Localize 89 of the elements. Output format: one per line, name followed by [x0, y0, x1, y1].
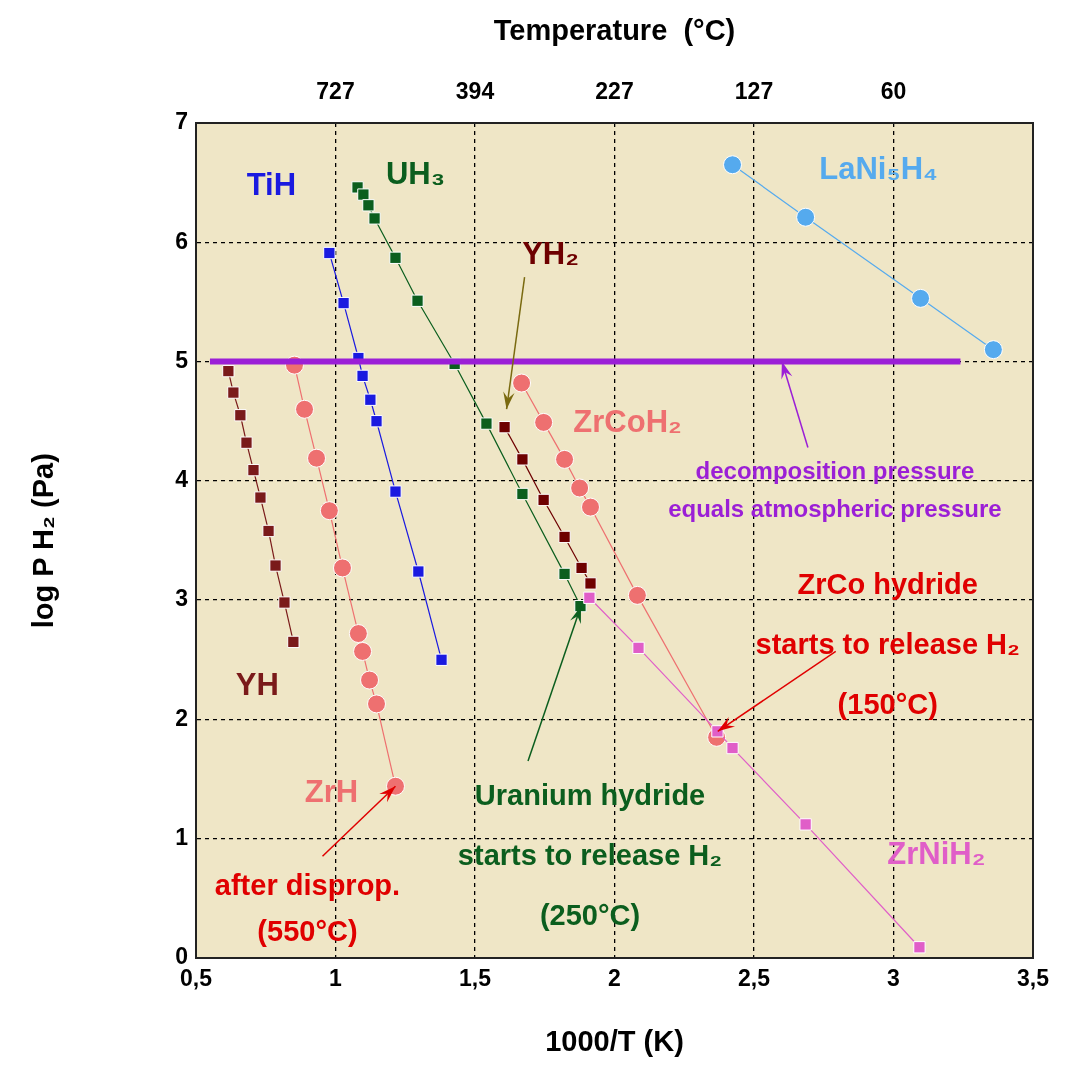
series-label: ZrCoH₂: [573, 403, 682, 439]
point: [581, 497, 601, 517]
y-tick-label: 7: [175, 108, 188, 135]
point: [364, 393, 377, 406]
annotation: after disprop. (550°C): [214, 869, 401, 948]
point: [368, 212, 381, 225]
point: [362, 199, 375, 212]
point: [435, 653, 448, 666]
point: [319, 501, 339, 521]
point: [516, 487, 529, 501]
point: [911, 288, 931, 308]
series-label: LaNi₅H₄: [819, 151, 938, 187]
text: YH₂: [522, 235, 579, 271]
point: [570, 478, 590, 498]
point: [558, 567, 571, 581]
text: 727: [316, 78, 355, 105]
text: 127: [734, 78, 774, 105]
point: [584, 577, 597, 590]
point: [262, 524, 275, 538]
point: [632, 641, 645, 655]
point: [516, 453, 529, 466]
text: 394: [455, 78, 495, 105]
point: [796, 207, 816, 227]
y-tick-label: 5: [175, 346, 189, 373]
point: [389, 485, 402, 498]
annotation: ZrCo hydride starts to release H₂ (150°C): [755, 568, 1020, 721]
point: [534, 412, 554, 432]
point: [307, 448, 327, 468]
y-tick-label: 1: [175, 824, 189, 851]
series-label: YH: [235, 667, 279, 703]
annotation: Uranium hydride starts to release H₂ (250°C): [457, 779, 723, 932]
point: [385, 776, 405, 796]
point: [337, 296, 350, 310]
point: [269, 559, 282, 572]
point: [353, 641, 373, 661]
y-tick-label: 2: [175, 704, 188, 731]
point: [480, 417, 493, 430]
y-tick-label: 6: [175, 227, 188, 254]
point: [537, 493, 550, 507]
series-label: UH₃: [385, 155, 446, 191]
point: [913, 941, 926, 954]
point: [627, 585, 647, 605]
point: [983, 340, 1003, 360]
point: [498, 421, 511, 434]
x-tick-label: 3: [887, 965, 900, 992]
y-axis-title: log P H₂ (Pa): [27, 453, 59, 629]
x-tick-label: 1: [329, 965, 343, 992]
text: 227: [595, 78, 634, 105]
x-tick-label: 2: [608, 965, 621, 992]
x-tick-label: 3,5: [1017, 965, 1050, 992]
point: [295, 399, 315, 419]
x-tick-label: 2,5: [738, 965, 771, 992]
point: [367, 694, 387, 714]
point: [512, 373, 532, 393]
point: [222, 364, 235, 378]
point: [332, 558, 352, 578]
point: [558, 530, 571, 544]
point: [575, 561, 588, 575]
point: [348, 624, 368, 644]
x-axis-title: 1000/T (K): [545, 1025, 684, 1057]
point: [254, 491, 267, 504]
y-tick-label: 4: [175, 466, 189, 493]
point: [583, 591, 596, 604]
point: [234, 409, 247, 422]
text: 60: [880, 78, 907, 105]
series-label: TiH: [246, 166, 297, 202]
point: [360, 670, 380, 690]
annotation: decomposition pressure equals atmospheric pressure: [668, 457, 1002, 523]
point: [357, 188, 370, 201]
point: [555, 449, 575, 469]
point: [278, 596, 291, 609]
point: [412, 565, 425, 578]
point: [247, 463, 260, 477]
point: [411, 294, 424, 307]
point: [389, 251, 402, 264]
point: [287, 635, 300, 649]
point: [799, 818, 812, 831]
point: [370, 415, 383, 428]
series-label: ZrH: [304, 773, 359, 809]
point: [723, 155, 743, 175]
point: [726, 741, 739, 755]
point: [323, 246, 336, 260]
x2-axis-title: Temperature (°C): [493, 14, 736, 46]
series-label: ZrNiH₂: [887, 835, 986, 871]
point: [227, 386, 240, 399]
x-tick-label: 1,5: [459, 965, 492, 992]
point: [356, 369, 369, 383]
point: [240, 436, 253, 449]
y-tick-label: 3: [175, 585, 188, 612]
